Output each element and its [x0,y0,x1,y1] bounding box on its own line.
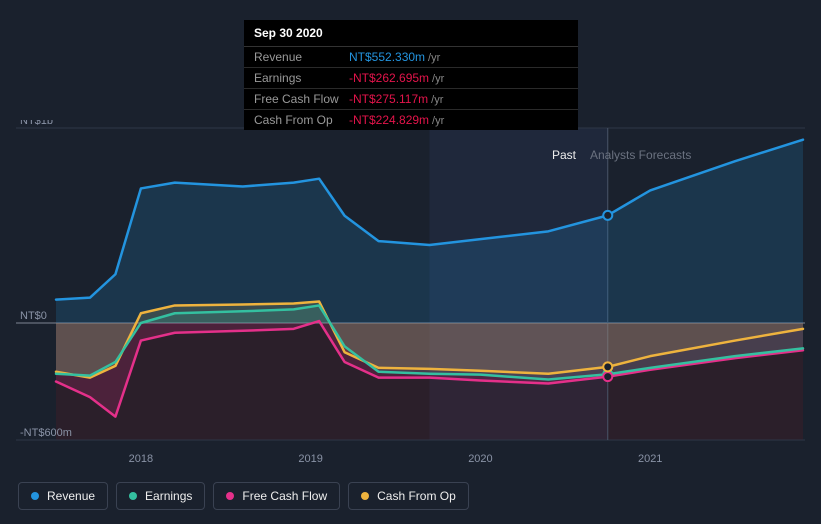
tooltip-row: Cash From Op-NT$224.829m/yr [244,110,578,130]
tooltip-date: Sep 30 2020 [244,20,578,47]
svg-text:2020: 2020 [468,453,492,465]
chart-svg: NT$1b NT$0 -NT$600m 2018 2019 2020 2021 [16,120,805,470]
section-forecast-label: Analysts Forecasts [590,148,691,162]
tooltip-metric-value: -NT$275.117m [349,92,428,106]
tooltip-row: Earnings-NT$262.695m/yr [244,68,578,89]
legend-label: Free Cash Flow [242,489,327,503]
tooltip-metric-unit: /yr [432,115,444,127]
svg-text:2019: 2019 [298,453,322,465]
svg-text:NT$0: NT$0 [20,310,47,322]
legend-item[interactable]: Earnings [116,482,205,510]
svg-text:-NT$600m: -NT$600m [20,427,72,439]
legend-dot-icon [361,492,369,500]
legend-label: Cash From Op [377,489,456,503]
tooltip-row: Free Cash Flow-NT$275.117m/yr [244,89,578,110]
tooltip-metric-label: Earnings [254,71,349,85]
tooltip-row: RevenueNT$552.330m/yr [244,47,578,68]
financial-chart[interactable]: NT$1b NT$0 -NT$600m 2018 2019 2020 2021 [16,120,805,500]
tooltip-metric-label: Revenue [254,50,349,64]
tooltip-metric-unit: /yr [431,94,443,106]
legend-item[interactable]: Cash From Op [348,482,469,510]
tooltip-metric-label: Free Cash Flow [254,92,349,106]
tooltip-metric-value: -NT$224.829m [349,113,429,127]
legend-dot-icon [31,492,39,500]
tooltip-metric-unit: /yr [432,73,444,85]
legend-dot-icon [226,492,234,500]
legend-label: Revenue [47,489,95,503]
tooltip-metric-label: Cash From Op [254,113,349,127]
tooltip-metric-unit: /yr [428,52,440,64]
chart-legend: Revenue Earnings Free Cash Flow Cash From O… [18,482,469,510]
svg-text:NT$1b: NT$1b [20,120,53,127]
legend-label: Earnings [145,489,192,503]
section-past-label: Past [552,148,576,162]
svg-text:2018: 2018 [129,453,153,465]
tooltip-metric-value: NT$552.330m [349,50,425,64]
tooltip-metric-value: -NT$262.695m [349,71,429,85]
legend-item[interactable]: Revenue [18,482,108,510]
legend-dot-icon [129,492,137,500]
chart-tooltip: Sep 30 2020 RevenueNT$552.330m/yrEarning… [244,20,578,130]
svg-text:2021: 2021 [638,453,662,465]
legend-item[interactable]: Free Cash Flow [213,482,340,510]
